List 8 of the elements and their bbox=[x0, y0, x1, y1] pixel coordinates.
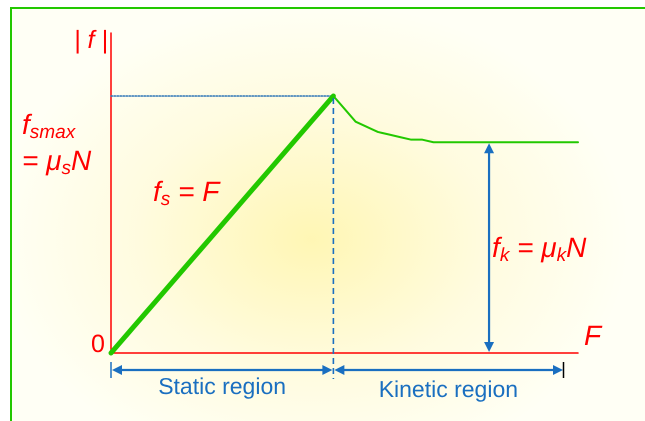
text: Static region bbox=[158, 373, 286, 400]
annotation: f$_{s}$ = F bbox=[153, 176, 220, 212]
text: f$_{smax}$ = μ$_{s}$N bbox=[22, 109, 92, 182]
y-axis-title: | f | bbox=[74, 26, 108, 54]
annotation: f$_{k}$ = μ$_{k}$N bbox=[492, 232, 586, 268]
x-axis-title: F bbox=[584, 320, 602, 352]
text: Kinetic region bbox=[378, 376, 518, 402]
text: 0 bbox=[91, 330, 105, 358]
